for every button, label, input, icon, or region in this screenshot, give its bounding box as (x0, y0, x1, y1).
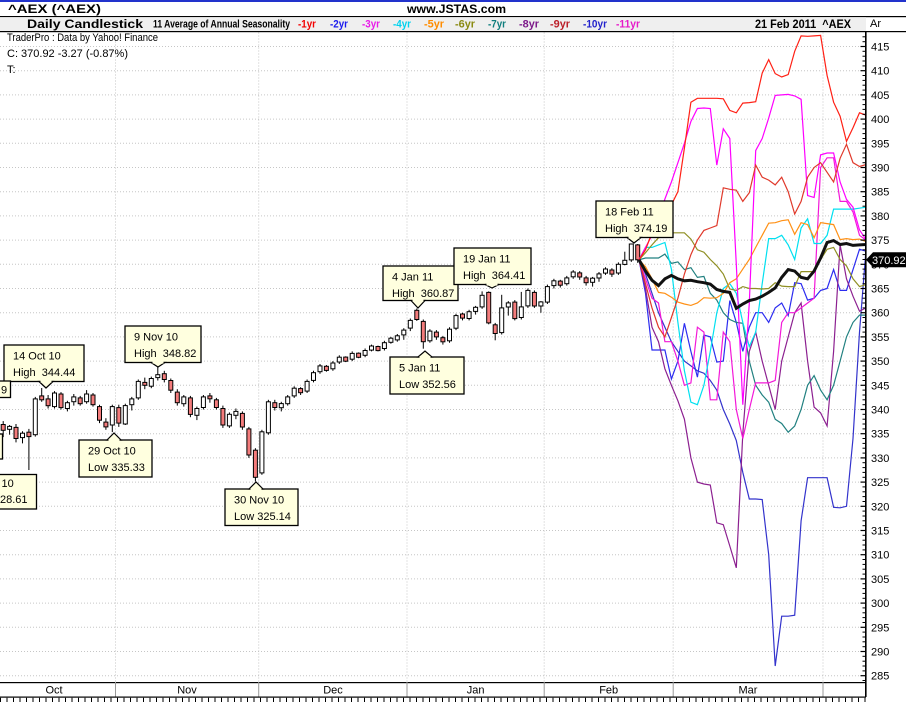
svg-text:380: 380 (871, 211, 889, 223)
svg-text:335: 335 (871, 429, 889, 441)
svg-text:-5yr: -5yr (424, 19, 445, 31)
svg-text:Low 352.56: Low 352.56 (399, 379, 456, 391)
svg-text:-9yr: -9yr (550, 19, 571, 31)
svg-text:395: 395 (871, 138, 889, 150)
svg-text:Dec: Dec (323, 685, 343, 697)
svg-text:-10yr: -10yr (583, 19, 608, 31)
svg-text:305: 305 (871, 574, 889, 586)
svg-text:400: 400 (871, 114, 889, 126)
svg-text:-7yr: -7yr (488, 19, 507, 31)
svg-text:Low 335.33: Low 335.33 (88, 462, 145, 474)
svg-text:340: 340 (871, 405, 889, 417)
svg-text:C: 370.92 -3.27 (-0.87%): C: 370.92 -3.27 (-0.87%) (7, 48, 128, 60)
svg-text:Low 325.14: Low 325.14 (234, 511, 291, 523)
svg-text:30 Nov 10: 30 Nov 10 (234, 495, 284, 507)
svg-text:9: 9 (1, 385, 7, 397)
svg-text:355: 355 (871, 332, 889, 344)
svg-text:310: 310 (871, 550, 889, 562)
svg-text:330: 330 (871, 453, 889, 465)
svg-text:-11yr: -11yr (616, 19, 641, 31)
svg-text:29 Oct 10: 29 Oct 10 (88, 446, 136, 458)
svg-text:405: 405 (871, 90, 889, 102)
svg-text:4 Jan 11: 4 Jan 11 (392, 272, 433, 284)
svg-text:11 Average of Annual Seasonali: 11 Average of Annual Seasonality (153, 19, 291, 31)
svg-text:315: 315 (871, 526, 889, 538)
svg-text:5 Jan 11: 5 Jan 11 (399, 363, 440, 375)
svg-text:Mar: Mar (739, 685, 758, 697)
svg-text:21 Feb 2011 ^AEX: 21 Feb 2011 ^AEX (755, 17, 851, 31)
svg-text:High 374.19: High 374.19 (605, 223, 667, 235)
svg-text:www.JSTAS.com: www.JSTAS.com (406, 2, 506, 16)
svg-text:345: 345 (871, 380, 889, 392)
svg-text:-2yr: -2yr (330, 19, 349, 31)
svg-text:290: 290 (871, 647, 889, 659)
svg-text:360: 360 (871, 308, 889, 320)
svg-text:High 344.44: High 344.44 (13, 367, 75, 379)
svg-text:28.61: 28.61 (0, 494, 28, 506)
svg-text:300: 300 (871, 598, 889, 610)
svg-text:-4yr: -4yr (393, 19, 412, 31)
svg-text:Oct: Oct (45, 685, 62, 697)
svg-text:Daily Candlestick: Daily Candlestick (27, 17, 143, 31)
svg-text:High 348.82: High 348.82 (134, 348, 196, 360)
svg-text:T:: T: (7, 64, 16, 76)
svg-text:High 360.87: High 360.87 (392, 288, 454, 300)
svg-text:Jan: Jan (467, 685, 485, 697)
svg-text:385: 385 (871, 187, 889, 199)
svg-text:410: 410 (871, 66, 889, 78)
svg-text:High 364.41: High 364.41 (463, 270, 525, 282)
svg-text:350: 350 (871, 356, 889, 368)
svg-text:Nov: Nov (177, 685, 197, 697)
svg-text:370.92: 370.92 (872, 255, 906, 267)
svg-text:415: 415 (871, 42, 889, 54)
svg-text:19 Jan 11: 19 Jan 11 (463, 254, 511, 266)
svg-text:TraderPro : Data by Yahoo! Fi: TraderPro : Data by Yahoo! Finance (7, 32, 158, 44)
svg-text:10: 10 (2, 478, 14, 490)
svg-text:-3yr: -3yr (362, 19, 381, 31)
svg-text:295: 295 (871, 622, 889, 634)
svg-text:Ar: Ar (870, 18, 881, 30)
svg-text:375: 375 (871, 235, 889, 247)
svg-text:-1yr: -1yr (298, 19, 317, 31)
svg-text:320: 320 (871, 501, 889, 513)
svg-text:Feb: Feb (599, 685, 618, 697)
svg-text:14 Oct 10: 14 Oct 10 (13, 351, 61, 363)
svg-text:-6yr: -6yr (455, 19, 476, 31)
svg-text:325: 325 (871, 477, 889, 489)
svg-text:390: 390 (871, 163, 889, 175)
svg-text:285: 285 (871, 671, 889, 683)
svg-text:^AEX (^AEX): ^AEX (^AEX) (8, 2, 101, 16)
svg-text:18 Feb 11: 18 Feb 11 (605, 207, 654, 219)
svg-text:-8yr: -8yr (519, 19, 540, 31)
svg-text:365: 365 (871, 284, 889, 296)
svg-text:9 Nov 10: 9 Nov 10 (134, 332, 178, 344)
